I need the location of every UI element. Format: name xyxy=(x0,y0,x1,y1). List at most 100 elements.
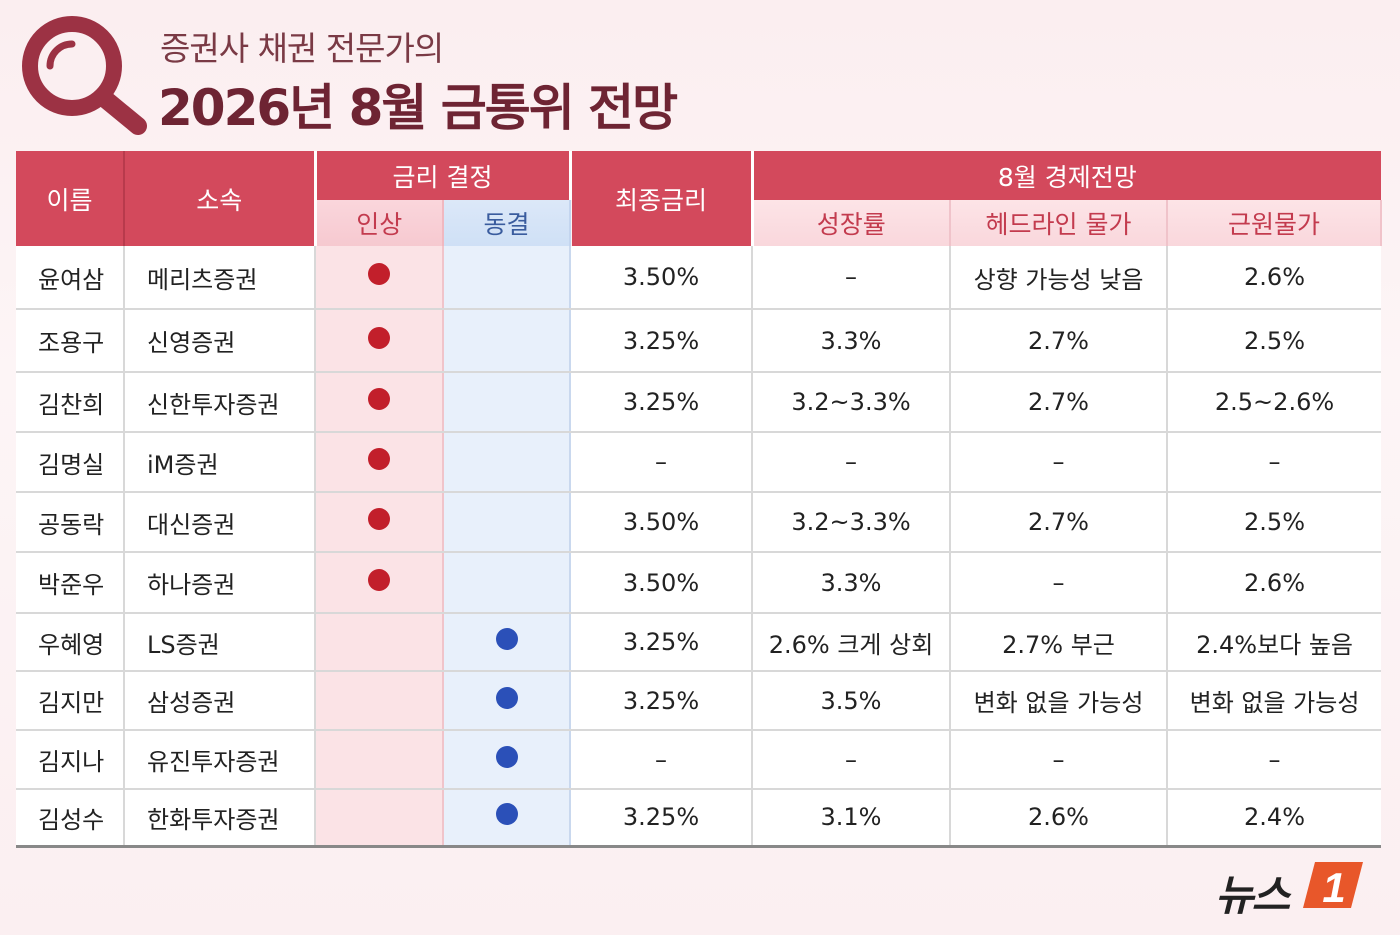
forecast-table: 이름 소속 금리 결정 최종금리 8월 경제전망 인상 동결 성장률 헤드라인 … xyxy=(16,151,1383,848)
cell-freeze xyxy=(443,730,572,790)
svg-text:1: 1 xyxy=(1322,864,1345,911)
blue-dot-icon xyxy=(495,628,518,650)
red-dot-icon xyxy=(368,263,390,285)
cell-raise xyxy=(315,789,444,848)
cell-affiliation: 삼성증권 xyxy=(124,671,316,731)
cell-growth: 3.5% xyxy=(752,671,952,731)
cell-core-inflation: 2.4%보다 높음 xyxy=(1167,613,1382,672)
cell-affiliation: 한화투자증권 xyxy=(124,789,316,848)
cell-final-rate: 3.25% xyxy=(570,613,754,672)
table-row: 김지만 삼성증권 3.25% 3.5% 변화 없을 가능성 변화 없을 가능성 xyxy=(16,671,1382,731)
cell-name: 김명실 xyxy=(16,432,125,493)
header-outlook: 8월 경제전망 xyxy=(752,151,1382,200)
table-row: 박준우 하나증권 3.50% 3.3% –2.6% xyxy=(16,552,1382,614)
cell-freeze xyxy=(443,246,572,310)
cell-final-rate: – xyxy=(570,730,754,790)
cell-name: 김찬희 xyxy=(16,372,125,433)
red-dot-icon xyxy=(368,448,390,470)
cell-raise xyxy=(315,492,444,553)
cell-final-rate: – xyxy=(570,432,754,493)
cell-headline-inflation: 2.7% xyxy=(950,372,1169,433)
logo-text: 뉴스 xyxy=(1215,871,1290,920)
cell-affiliation: 유진투자증권 xyxy=(124,730,316,790)
cell-growth: 3.3% xyxy=(752,309,952,373)
cell-headline-inflation: 변화 없을 가능성 xyxy=(950,671,1169,731)
table-row: 윤여삼 메리츠증권 3.50% – 상향 가능성 낮음 2.6% xyxy=(16,246,1382,310)
cell-freeze xyxy=(443,372,572,433)
cell-affiliation: 하나증권 xyxy=(124,552,316,614)
header-affiliation: 소속 xyxy=(124,151,317,246)
cell-headline-inflation: – xyxy=(950,730,1169,790)
table-row: 김명실 iM증권 – – – – xyxy=(16,432,1382,493)
cell-raise xyxy=(315,246,444,310)
header-growth: 성장률 xyxy=(752,200,952,246)
cell-freeze xyxy=(443,492,572,553)
cell-name: 우혜영 xyxy=(16,613,125,672)
cell-raise xyxy=(315,552,444,614)
cell-core-inflation: 2.5% xyxy=(1167,309,1382,373)
cell-freeze xyxy=(443,432,572,493)
cell-core-inflation: 변화 없을 가능성 xyxy=(1167,671,1382,731)
table-row: 공동락 대신증권 3.50% 3.2~3.3% 2.7% 2.5% xyxy=(16,492,1382,553)
cell-core-inflation: 2.5% xyxy=(1167,492,1382,553)
cell-name: 박준우 xyxy=(16,552,125,614)
table-row: 김성수 한화투자증권 3.25% 3.1% 2.6% 2.4% xyxy=(16,789,1382,848)
cell-name: 김지만 xyxy=(16,671,125,731)
cell-raise xyxy=(315,372,444,433)
page-title: 2026년 8월 금통위 전망 xyxy=(158,79,678,137)
blue-dot-icon xyxy=(495,686,518,709)
cell-raise xyxy=(315,730,444,790)
cell-headline-inflation: 상향 가능성 낮음 xyxy=(950,246,1169,310)
cell-core-inflation: 2.6% xyxy=(1167,246,1382,310)
header-name: 이름 xyxy=(16,151,125,246)
cell-final-rate: 3.25% xyxy=(570,671,754,731)
cell-growth: 3.3% xyxy=(752,552,952,614)
page-subtitle: 증권사 채권 전문가의 xyxy=(160,29,444,68)
cell-affiliation: LS증권 xyxy=(124,613,316,672)
header-final-rate: 최종금리 xyxy=(570,151,754,246)
header-rate-decision: 금리 결정 xyxy=(315,151,572,200)
cell-headline-inflation: – xyxy=(950,552,1169,614)
cell-final-rate: 3.50% xyxy=(570,552,754,614)
cell-freeze xyxy=(443,309,572,373)
cell-freeze xyxy=(443,671,572,731)
cell-affiliation: 대신증권 xyxy=(124,492,316,553)
cell-headline-inflation: 2.7% xyxy=(950,492,1169,553)
red-dot-icon xyxy=(368,508,390,530)
cell-core-inflation: – xyxy=(1167,432,1382,493)
table-row: 조용구 신영증권 3.25% 3.3% 2.7% 2.5% xyxy=(16,309,1382,373)
cell-raise xyxy=(315,432,444,493)
cell-final-rate: 3.25% xyxy=(570,372,754,433)
magnifier-icon xyxy=(22,16,147,135)
cell-name: 김지나 xyxy=(16,730,125,790)
cell-final-rate: 3.25% xyxy=(570,789,754,848)
cell-growth: 2.6% 크게 상회 xyxy=(752,613,952,672)
cell-freeze xyxy=(443,552,572,614)
header-freeze: 동결 xyxy=(443,200,572,246)
table-row: 김지나 유진투자증권 – – – – xyxy=(16,730,1382,790)
blue-dot-icon xyxy=(495,745,518,768)
cell-name: 공동락 xyxy=(16,492,125,553)
cell-growth: 3.1% xyxy=(752,789,952,848)
cell-core-inflation: – xyxy=(1167,730,1382,790)
cell-core-inflation: 2.5~2.6% xyxy=(1167,372,1382,433)
cell-raise xyxy=(315,613,444,672)
header-core-inflation: 근원물가 xyxy=(1167,200,1383,246)
cell-final-rate: 3.50% xyxy=(570,246,754,310)
table-row: 우혜영 LS증권 3.25% 2.6% 크게 상회 2.7% 부근 2.4%보다 높음 xyxy=(16,613,1382,672)
cell-core-inflation: 2.4% xyxy=(1167,789,1382,848)
cell-name: 김성수 xyxy=(16,789,125,848)
cell-raise xyxy=(315,671,444,731)
red-dot-icon xyxy=(368,388,390,410)
cell-headline-inflation: 2.6% xyxy=(950,789,1169,848)
cell-final-rate: 3.25% xyxy=(570,309,754,373)
cell-affiliation: iM증권 xyxy=(124,432,316,493)
cell-affiliation: 신한투자증권 xyxy=(124,372,316,433)
cell-headline-inflation: – xyxy=(950,432,1169,493)
blue-dot-icon xyxy=(495,803,518,826)
cell-growth: 3.2~3.3% xyxy=(752,492,952,553)
cell-freeze xyxy=(443,613,572,672)
cell-affiliation: 신영증권 xyxy=(124,309,316,373)
cell-headline-inflation: 2.7% 부근 xyxy=(950,613,1169,672)
cell-growth: – xyxy=(752,730,952,790)
